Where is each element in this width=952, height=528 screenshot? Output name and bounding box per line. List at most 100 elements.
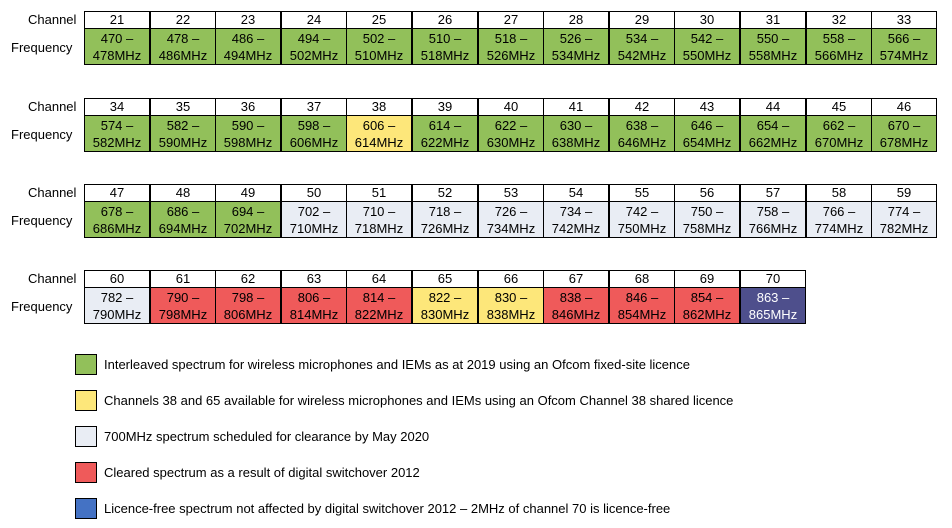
frequency-start: 470 – <box>100 31 134 46</box>
frequency-cell: 863 – 865MHz <box>740 287 806 324</box>
frequency-cell: 638 – 646MHz <box>609 115 675 152</box>
channel-number-cell: 69 <box>674 270 740 288</box>
frequency-start: 726 – <box>494 204 528 219</box>
channel-number-cell: 70 <box>740 270 806 288</box>
frequency-start: 806 – <box>297 290 331 305</box>
frequency-end: 846MHz <box>551 307 601 322</box>
channel-number-cell: 52 <box>412 184 478 202</box>
legend-swatch <box>75 354 97 375</box>
frequency-cell: 622 – 630MHz <box>478 115 544 152</box>
frequency-start: 518 – <box>494 31 528 46</box>
frequency-start: 534 – <box>625 31 659 46</box>
frequency-start: 646 – <box>690 118 724 133</box>
frequency-start: 678 – <box>100 204 134 219</box>
frequency-end: 865MHz <box>748 307 798 322</box>
frequency-cell: 702 – 710MHz <box>281 201 347 238</box>
channel-number-cell: 62 <box>215 270 281 288</box>
frequency-end: 782MHz <box>879 221 929 236</box>
frequency-cell: 646 – 654MHz <box>674 115 740 152</box>
channel-number-cell: 61 <box>150 270 216 288</box>
channel-number-cell: 43 <box>674 98 740 116</box>
frequency-cell: 574 – 582MHz <box>84 115 150 152</box>
frequency-cell: 694 – 702MHz <box>215 201 281 238</box>
frequency-row-label: Frequency <box>11 40 73 55</box>
frequency-cell: 782 – 790MHz <box>84 287 150 324</box>
frequency-end: 678MHz <box>879 135 929 150</box>
frequency-cell: 510 – 518MHz <box>412 28 478 65</box>
frequency-cell: 822 – 830MHz <box>412 287 478 324</box>
frequency-cell: 846 – 854MHz <box>609 287 675 324</box>
frequency-cell: 502 – 510MHz <box>346 28 412 65</box>
frequency-row-label: Frequency <box>11 213 73 228</box>
frequency-end: 750MHz <box>617 221 667 236</box>
frequency-end: 646MHz <box>617 135 667 150</box>
frequency-start: 494 – <box>297 31 331 46</box>
frequency-cell: 758 – 766MHz <box>740 201 806 238</box>
frequency-end: 638MHz <box>551 135 601 150</box>
frequency-cell: 566 – 574MHz <box>871 28 937 65</box>
frequency-cell: 774 – 782MHz <box>871 201 937 238</box>
frequency-end: 806MHz <box>223 307 273 322</box>
channel-number-cell: 22 <box>150 11 216 29</box>
channel-number-cell: 40 <box>478 98 544 116</box>
channel-number-cell: 39 <box>412 98 478 116</box>
frequency-cell: 798 – 806MHz <box>215 287 281 324</box>
frequency-end: 590MHz <box>158 135 208 150</box>
frequency-end: 838MHz <box>486 307 536 322</box>
frequency-end: 814MHz <box>289 307 339 322</box>
frequency-start: 526 – <box>559 31 593 46</box>
legend-swatch <box>75 390 97 411</box>
frequency-cell: 726 – 734MHz <box>478 201 544 238</box>
frequency-start: 574 – <box>100 118 134 133</box>
channel-number-cell: 32 <box>806 11 872 29</box>
frequency-cell: 630 – 638MHz <box>543 115 609 152</box>
channel-row-label: Channel <box>28 185 77 200</box>
frequency-end: 526MHz <box>486 48 536 63</box>
channel-number-cell: 31 <box>740 11 806 29</box>
frequency-end: 742MHz <box>551 221 601 236</box>
channel-number-cell: 26 <box>412 11 478 29</box>
frequency-start: 654 – <box>756 118 790 133</box>
frequency-end: 798MHz <box>158 307 208 322</box>
frequency-start: 582 – <box>166 118 200 133</box>
frequency-cell: 478 – 486MHz <box>150 28 216 65</box>
frequency-start: 830 – <box>494 290 528 305</box>
frequency-end: 854MHz <box>617 307 667 322</box>
frequency-end: 502MHz <box>289 48 339 63</box>
frequency-start: 558 – <box>822 31 856 46</box>
frequency-start: 510 – <box>428 31 462 46</box>
channel-number-cell: 24 <box>281 11 347 29</box>
channel-number-cell: 53 <box>478 184 544 202</box>
frequency-end: 558MHz <box>748 48 798 63</box>
frequency-start: 550 – <box>756 31 790 46</box>
legend-text: Interleaved spectrum for wireless microp… <box>104 357 690 372</box>
frequency-end: 518MHz <box>420 48 470 63</box>
frequency-end: 662MHz <box>748 135 798 150</box>
frequency-end: 734MHz <box>486 221 536 236</box>
channel-row-label: Channel <box>28 12 77 27</box>
frequency-cell: 838 – 846MHz <box>543 287 609 324</box>
channel-number-cell: 44 <box>740 98 806 116</box>
frequency-cell: 654 – 662MHz <box>740 115 806 152</box>
channel-number-cell: 42 <box>609 98 675 116</box>
frequency-end: 606MHz <box>289 135 339 150</box>
frequency-start: 798 – <box>231 290 265 305</box>
frequency-start: 478 – <box>166 31 200 46</box>
frequency-cell: 582 – 590MHz <box>150 115 216 152</box>
frequency-start: 638 – <box>625 118 659 133</box>
frequency-end: 542MHz <box>617 48 667 63</box>
channel-number-cell: 29 <box>609 11 675 29</box>
channel-number-cell: 49 <box>215 184 281 202</box>
channel-row-label: Channel <box>28 271 77 286</box>
channel-number-cell: 59 <box>871 184 937 202</box>
frequency-cell: 678 – 686MHz <box>84 201 150 238</box>
channel-number-cell: 64 <box>346 270 412 288</box>
frequency-cell: 806 – 814MHz <box>281 287 347 324</box>
frequency-end: 654MHz <box>682 135 732 150</box>
channel-number-cell: 33 <box>871 11 937 29</box>
frequency-end: 550MHz <box>682 48 732 63</box>
frequency-cell: 470 – 478MHz <box>84 28 150 65</box>
frequency-start: 662 – <box>822 118 856 133</box>
frequency-start: 742 – <box>625 204 659 219</box>
frequency-end: 574MHz <box>879 48 929 63</box>
